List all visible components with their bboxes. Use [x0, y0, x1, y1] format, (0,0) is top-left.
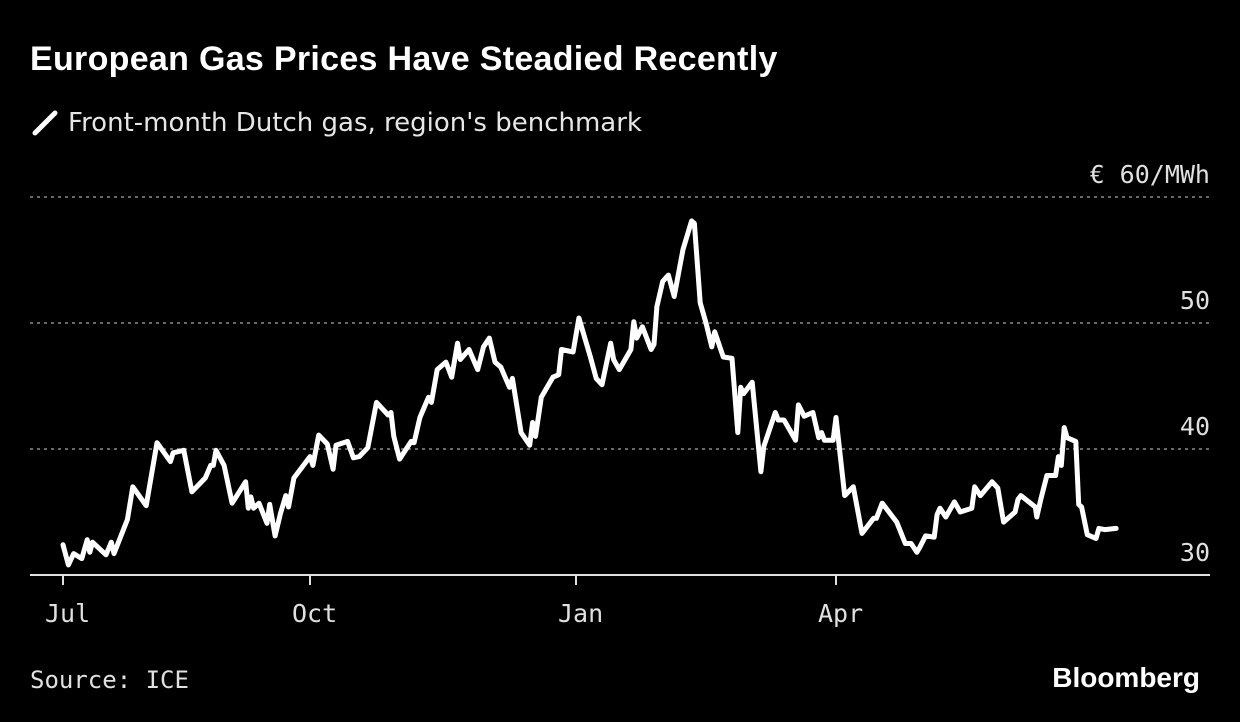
y-tick-label: 40 [1180, 412, 1210, 441]
y-tick-label: € 60/MWh [1090, 160, 1210, 189]
series-line [60, 218, 1119, 568]
x-tick-label: Jul [45, 599, 90, 628]
y-tick-label: 30 [1180, 538, 1210, 567]
x-tick-label: Jan [558, 599, 603, 628]
legend-label: Front-month Dutch gas, region's benchmar… [68, 108, 642, 138]
chart-title: European Gas Prices Have Steadied Recent… [30, 40, 778, 78]
y-tick-label: 50 [1180, 286, 1210, 315]
bloomberg-logo: Bloomberg [1052, 662, 1200, 693]
x-tick-label: Apr [818, 599, 863, 628]
x-tick-label: Oct [292, 599, 337, 628]
legend: Front-month Dutch gas, region's benchmar… [30, 108, 642, 138]
source-note: Source: ICE [30, 666, 189, 694]
legend-line-icon [32, 110, 58, 136]
